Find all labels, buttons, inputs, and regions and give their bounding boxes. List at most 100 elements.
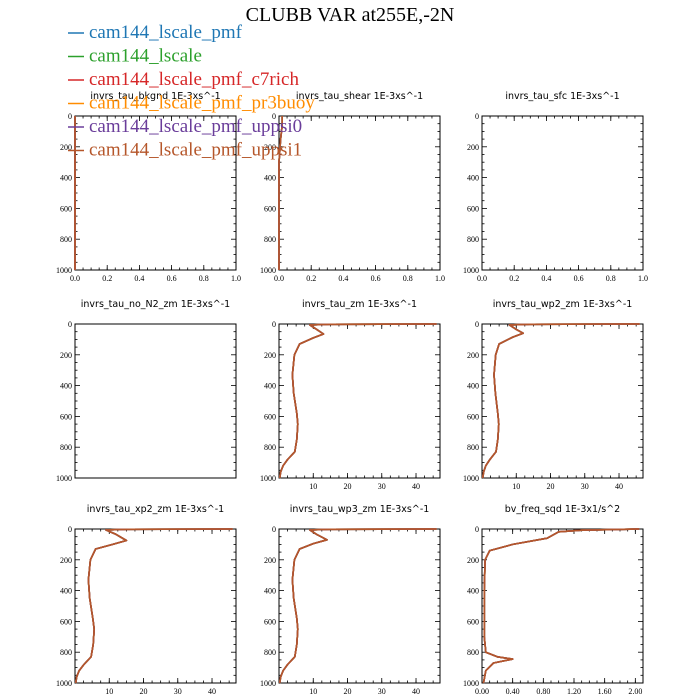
series-line-0 bbox=[278, 323, 437, 479]
panel-1: invrs_tau_shear 1E-3xs^-1 0 200 400 600 800 10… bbox=[260, 91, 445, 283]
x-tick-label: 1.60 bbox=[598, 687, 612, 696]
x-tick-label: 30 bbox=[378, 482, 386, 491]
x-tick-label: 30 bbox=[378, 687, 386, 696]
plot-frame bbox=[481, 323, 644, 479]
x-tick-label: 0.4 bbox=[541, 274, 551, 283]
y-tick-label: 400 bbox=[264, 587, 276, 596]
x-tick-label: 20 bbox=[344, 687, 352, 696]
y-tick-label: 1000 bbox=[463, 474, 479, 483]
series-line-5 bbox=[74, 528, 233, 684]
y-tick-label: 0 bbox=[68, 320, 72, 329]
x-tick-label: 40 bbox=[412, 687, 420, 696]
x-tick-label: 0.6 bbox=[371, 274, 381, 283]
panel-8: bv_freq_sqd 1E-3x1/s^2020040060080010000… bbox=[463, 504, 644, 696]
series-line-5 bbox=[481, 323, 640, 479]
panel-title: invrs_tau_bkgnd 1E-3xs^-1 bbox=[90, 91, 220, 102]
y-tick-label: 200 bbox=[264, 143, 276, 152]
plot-frame bbox=[74, 323, 237, 479]
panel-7: invrs_tau_wp3_zm 1E-3xs^-1 0 200 400 600 800 1… bbox=[260, 504, 441, 696]
series-line-5 bbox=[278, 116, 283, 270]
x-tick-label: 0.8 bbox=[606, 274, 616, 283]
y-tick-label: 600 bbox=[467, 617, 479, 626]
series-line-2 bbox=[278, 323, 437, 479]
legend: cam144_lscale_pmf cam144_lscale cam144_lsc… bbox=[68, 22, 315, 161]
series-line-5 bbox=[482, 528, 640, 684]
y-tick-label: 0 bbox=[272, 525, 276, 534]
panel-title: invrs_tau_sfc 1E-3xs^-1 bbox=[505, 91, 619, 102]
legend-item: cam144_lscale bbox=[68, 46, 202, 67]
y-tick-label: 200 bbox=[467, 143, 479, 152]
x-tick-label: 10 bbox=[309, 687, 317, 696]
series-line-2 bbox=[74, 528, 233, 684]
figure-title: CLUBB VAR at255E,-2N bbox=[246, 4, 455, 26]
x-tick-label: 20 bbox=[547, 482, 555, 491]
series-line-1 bbox=[278, 323, 437, 479]
legend-label: cam144_lscale bbox=[89, 46, 202, 67]
x-tick-label: 40 bbox=[615, 482, 623, 491]
y-tick-label: 800 bbox=[467, 235, 479, 244]
y-tick-label: 200 bbox=[467, 351, 479, 360]
y-tick-label: 200 bbox=[264, 351, 276, 360]
x-tick-label: 0.8 bbox=[199, 274, 209, 283]
series-line-4 bbox=[278, 323, 437, 479]
x-tick-label: 0.0 bbox=[274, 274, 284, 283]
y-tick-label: 1000 bbox=[56, 679, 72, 688]
x-tick-label: 0.0 bbox=[70, 274, 80, 283]
y-tick-label: 600 bbox=[60, 204, 72, 213]
x-tick-label: 10 bbox=[512, 482, 520, 491]
x-tick-label: 0.4 bbox=[134, 274, 144, 283]
y-tick-label: 200 bbox=[60, 556, 72, 565]
y-tick-label: 600 bbox=[264, 617, 276, 626]
x-tick-label: 0.2 bbox=[102, 274, 112, 283]
series-line-2 bbox=[481, 323, 640, 479]
x-tick-label: 1.0 bbox=[231, 274, 241, 283]
series-line-1 bbox=[481, 323, 640, 479]
y-tick-label: 800 bbox=[264, 235, 276, 244]
panel-title: invrs_tau_no_N2_zm 1E-3xs^-1 bbox=[81, 299, 230, 310]
legend-label: cam144_lscale_pmf bbox=[89, 22, 243, 43]
y-tick-label: 0 bbox=[272, 320, 276, 329]
y-tick-label: 800 bbox=[467, 443, 479, 452]
x-tick-label: 30 bbox=[174, 687, 182, 696]
series-line-0 bbox=[74, 528, 233, 684]
y-tick-label: 1000 bbox=[56, 474, 72, 483]
panel-6: invrs_tau_xp2_zm 1E-3xs^-1 0 200 400 600 800 1… bbox=[56, 504, 237, 696]
panel-2: invrs_tau_sfc 1E-3xs^-1 0 200 400 600 800 1000… bbox=[463, 91, 648, 283]
y-tick-label: 1000 bbox=[463, 679, 479, 688]
y-tick-label: 0 bbox=[272, 112, 276, 121]
x-tick-label: 40 bbox=[208, 687, 216, 696]
plot-frame bbox=[278, 528, 441, 684]
series-line-4 bbox=[278, 528, 437, 684]
y-tick-label: 1000 bbox=[260, 679, 276, 688]
panel-title: invrs_tau_shear 1E-3xs^-1 bbox=[296, 91, 423, 102]
y-tick-label: 200 bbox=[60, 351, 72, 360]
y-tick-label: 400 bbox=[264, 174, 276, 183]
series-line-1 bbox=[278, 528, 437, 684]
x-tick-label: 0.4 bbox=[338, 274, 348, 283]
panel-title: invrs_tau_wp2_zm 1E-3xs^-1 bbox=[493, 299, 633, 310]
y-tick-label: 600 bbox=[60, 617, 72, 626]
x-tick-label: 0.00 bbox=[475, 687, 489, 696]
panel-title: bv_freq_sqd 1E-3x1/s^2 bbox=[505, 504, 620, 515]
panels-group: invrs_tau_bkgnd 1E-3xs^-1020040060080010… bbox=[56, 91, 648, 696]
y-tick-label: 1000 bbox=[260, 266, 276, 275]
y-tick-label: 800 bbox=[264, 648, 276, 657]
plot-frame bbox=[278, 323, 441, 479]
x-tick-label: 40 bbox=[412, 482, 420, 491]
panel-4: invrs_tau_zm 1E-3xs^-1 0 200 400 600 800 1000 1… bbox=[260, 299, 441, 491]
legend-item: cam144_lscale_pmf_pr3buoy bbox=[68, 93, 315, 114]
x-tick-label: 2.00 bbox=[628, 687, 642, 696]
legend-item: cam144_lscale_pmf_uppsi1 bbox=[68, 140, 302, 161]
y-tick-label: 0 bbox=[475, 525, 479, 534]
series-line-0 bbox=[481, 323, 640, 479]
panel-title: invrs_tau_wp3_zm 1E-3xs^-1 bbox=[290, 504, 430, 515]
y-tick-label: 0 bbox=[475, 320, 479, 329]
series-line-0 bbox=[278, 528, 437, 684]
y-tick-label: 800 bbox=[60, 443, 72, 452]
y-tick-label: 800 bbox=[60, 648, 72, 657]
y-tick-label: 800 bbox=[264, 443, 276, 452]
y-tick-label: 1000 bbox=[56, 266, 72, 275]
x-tick-label: 1.20 bbox=[567, 687, 581, 696]
y-tick-label: 0 bbox=[68, 112, 72, 121]
